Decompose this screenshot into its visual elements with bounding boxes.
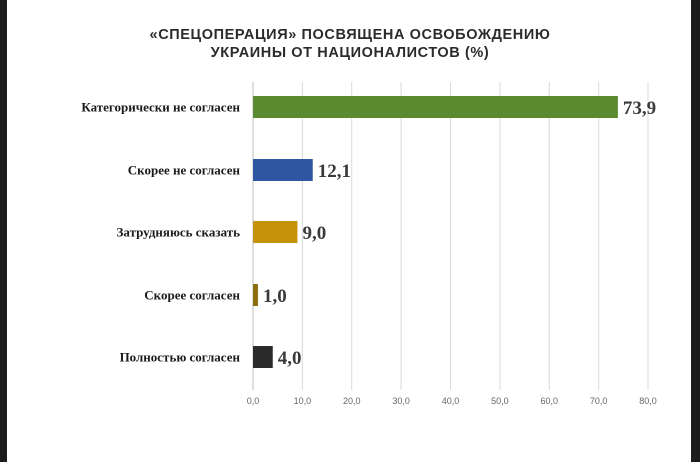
category-label: Категорически не согласен [81,100,240,115]
category-label: Затрудняюсь сказать [117,225,241,240]
bar [253,221,298,243]
value-label: 1,0 [263,286,287,307]
category-label: Полностью согласен [120,350,241,365]
x-tick-label: 10,0 [294,396,312,406]
x-tick-label: 30,0 [392,396,410,406]
category-label: Скорее не согласен [128,163,241,178]
x-tick-label: 50,0 [491,396,509,406]
x-tick-label: 60,0 [540,396,558,406]
category-label: Скорее согласен [144,288,240,303]
chart-title-line-2: УКРАИНЫ ОТ НАЦИОНАЛИСТОВ (%) [210,45,490,61]
bar [253,159,313,181]
right-frame-border [691,0,700,462]
value-label: 73,9 [623,98,656,119]
bar [253,346,273,368]
x-tick-label: 70,0 [590,396,608,406]
chart-title: «СПЕЦОПЕРАЦИЯ» ПОСВЯЩЕНА ОСВОБОЖДЕНИЮ УК… [60,26,640,62]
value-label: 12,1 [318,161,351,182]
x-tick-label: 20,0 [343,396,361,406]
left-frame-border [0,0,7,462]
value-label: 4,0 [278,348,302,369]
x-tick-label: 80,0 [639,396,657,406]
chart-title-line-1: «СПЕЦОПЕРАЦИЯ» ПОСВЯЩЕНА ОСВОБОЖДЕНИЮ [149,27,551,43]
bar [253,284,258,306]
bar [253,96,618,118]
x-tick-label: 40,0 [442,396,460,406]
x-tick-label: 0,0 [247,396,260,406]
value-label: 9,0 [302,223,326,244]
